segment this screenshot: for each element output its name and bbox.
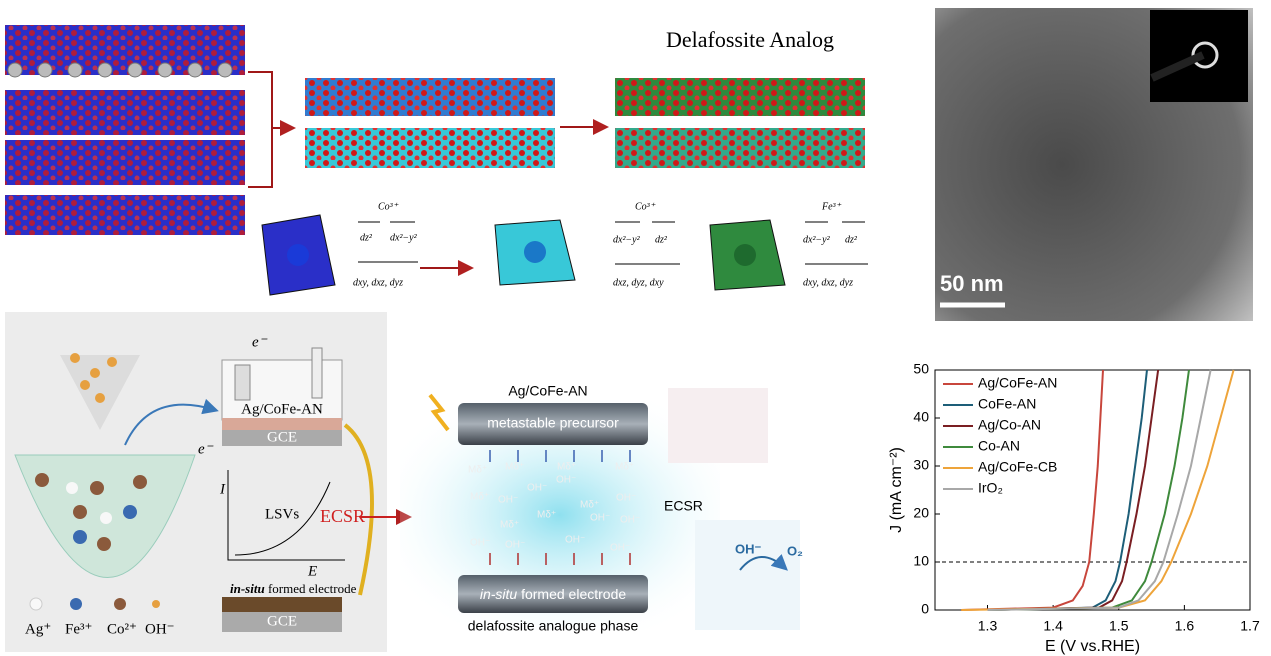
series-line (987, 369, 1148, 611)
ion-label: Mδ⁺ (557, 462, 576, 473)
electron-label: e⁻ (252, 334, 268, 350)
ion-label: OH⁻ (620, 515, 640, 526)
legend-label: Ag⁺ (25, 621, 51, 637)
orbital: dxy, dxz, dyz (803, 277, 853, 288)
ion-label: Mδ⁺ (615, 462, 634, 473)
orbital: dx²−y² (803, 234, 831, 245)
orbital: dx²−y² (390, 232, 418, 243)
x-tick-label: 1.6 (1175, 618, 1195, 634)
mechanism-panel (400, 388, 800, 630)
legend-label: Co²⁺ (107, 621, 137, 637)
ion-label: OH⁻ (470, 538, 490, 549)
ion-label: Mδ⁺ (470, 492, 489, 503)
y-tick-label: 10 (913, 553, 929, 569)
layered-structure (5, 25, 865, 296)
product-label: O₂ (787, 543, 803, 558)
y-axis-label: J (mA cm⁻²) (888, 447, 905, 533)
precursor-label: metastable precursor (487, 415, 619, 431)
legend-label: Fe³⁺ (65, 621, 92, 637)
ion-label: OH⁻ (556, 475, 576, 486)
series-line (987, 369, 1212, 611)
legend-label: Co-AN (978, 438, 1020, 454)
orbital-diagrams: Co³⁺ dz² dx²−y² dxy, dxz, dyz Co³⁺ dx²−y… (353, 201, 868, 288)
x-axis-label: E (V vs.RHE) (1045, 638, 1140, 655)
orbital: dx²−y² (613, 234, 641, 245)
ion-label: OH⁻ (498, 495, 518, 506)
title: Delafossite Analog (666, 27, 834, 52)
x-tick-label: 1.4 (1043, 618, 1063, 634)
legend-label: Ag/CoFe-AN (978, 375, 1057, 391)
y-tick-label: 20 (913, 505, 929, 521)
ion-label: OH⁻ (590, 513, 610, 524)
formed-label: in-situ formed electrode (230, 581, 357, 596)
mechanism-labels: Ag/CoFe-AN metastable precursor Mδ⁺ Mδ⁺ Mδ… (468, 383, 803, 634)
y-tick-label: 50 (913, 361, 929, 377)
legend-label: OH⁻ (145, 621, 175, 637)
series-line (987, 369, 1190, 611)
orbital: dz² (360, 232, 373, 243)
ion-label: Mδ⁺ (500, 520, 519, 531)
ion-label: Co³⁺ (635, 201, 656, 212)
series-line (987, 369, 1160, 611)
series-line (961, 369, 1104, 611)
orbital: dxy, dxz, dyz (353, 277, 403, 288)
scale-bar-label: 50 nm (940, 271, 1004, 296)
ion-label: OH⁻ (505, 540, 525, 551)
legend-label: Ag/CoFe-CB (978, 459, 1057, 475)
legend-label: Ag/Co-AN (978, 417, 1041, 433)
gce-label: GCE (267, 613, 297, 629)
phase-label: delafossite analogue phase (468, 618, 639, 634)
y-tick-label: 30 (913, 457, 929, 473)
legend-label: CoFe-AN (978, 396, 1036, 412)
ion-label: Mδ⁺ (505, 462, 524, 473)
y-tick-label: 0 (921, 601, 929, 617)
panel-title: Ag/CoFe-AN (508, 383, 587, 399)
y-tick-label: 40 (913, 409, 929, 425)
tem-image (935, 8, 1253, 321)
axis-label: E (307, 563, 317, 579)
axis-label: I (219, 481, 226, 497)
legend-label: IrO₂ (978, 480, 1003, 496)
x-tick-label: 1.7 (1240, 618, 1260, 634)
formed-label: in-situ formed electrode (480, 586, 627, 602)
orbital: dz² (655, 234, 668, 245)
arrow-label: ECSR (320, 506, 365, 526)
orbital: dxz, dyz, dxy (613, 277, 664, 288)
plot-frame (934, 369, 1251, 611)
x-tick-label: 1.3 (978, 618, 998, 634)
orbital: dz² (845, 234, 858, 245)
ion-label: OH⁻ (527, 483, 547, 494)
ion-label: Mδ⁺ (468, 465, 487, 476)
ion-label: Fe³⁺ (821, 201, 842, 212)
ion-label: Mδ⁺ (537, 510, 556, 521)
reactant-label: OH⁻ (735, 541, 762, 556)
ion-label: OH⁻ (610, 543, 630, 554)
ion-label: OH⁻ (565, 535, 585, 546)
ion-label: OH⁻ (616, 493, 636, 504)
gce-label: GCE (267, 429, 297, 445)
electron-label: e⁻ (198, 441, 214, 457)
ion-label: Co³⁺ (378, 201, 399, 212)
curve-label: LSVs (265, 506, 299, 522)
ion-label: Mδ⁺ (580, 500, 599, 511)
lsv-chart: 1.3 1.4 1.5 1.6 1.7 0 10 20 30 40 50 E (V vs.RHE) J … (888, 361, 1260, 656)
x-tick-label: 1.5 (1109, 618, 1129, 634)
electrode-label: Ag/CoFe-AN (241, 401, 323, 417)
ecsr-label: ECSR (664, 498, 703, 514)
synthesis-panel (5, 312, 412, 652)
synthesis-labels: e⁻ Ag/CoFe-AN GCE e⁻ I LSVs E ECSR in-si… (25, 334, 365, 637)
